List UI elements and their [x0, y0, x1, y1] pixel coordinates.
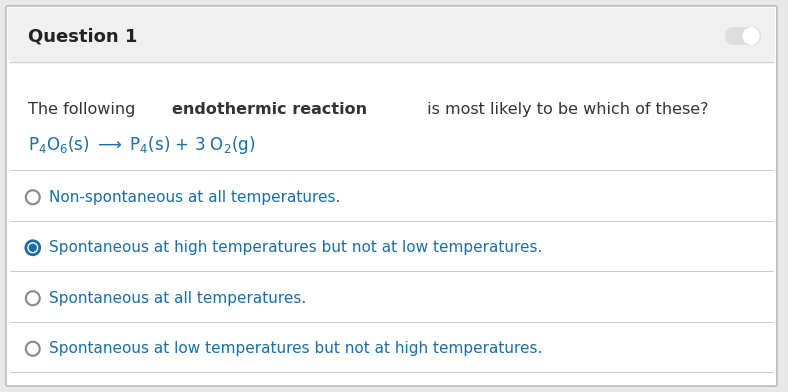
- Circle shape: [743, 28, 759, 44]
- Circle shape: [26, 241, 39, 255]
- Text: Question 1: Question 1: [28, 27, 137, 45]
- FancyBboxPatch shape: [6, 6, 777, 386]
- Circle shape: [26, 291, 39, 305]
- Text: The following: The following: [28, 102, 140, 117]
- Circle shape: [29, 244, 36, 251]
- Text: Spontaneous at low temperatures but not at high temperatures.: Spontaneous at low temperatures but not …: [49, 341, 542, 356]
- Circle shape: [26, 342, 39, 356]
- Text: endothermic reaction: endothermic reaction: [172, 102, 367, 117]
- Circle shape: [26, 190, 39, 204]
- Text: Spontaneous at high temperatures but not at low temperatures.: Spontaneous at high temperatures but not…: [49, 240, 542, 255]
- Text: Spontaneous at all temperatures.: Spontaneous at all temperatures.: [49, 291, 306, 306]
- FancyBboxPatch shape: [8, 8, 775, 60]
- Text: Non-spontaneous at all temperatures.: Non-spontaneous at all temperatures.: [49, 190, 340, 205]
- Text: is most likely to be which of these?: is most likely to be which of these?: [422, 102, 708, 117]
- FancyBboxPatch shape: [725, 27, 761, 45]
- Text: P$_4$O$_6$(s) $\longrightarrow$ P$_4$(s) + 3 O$_2$(g): P$_4$O$_6$(s) $\longrightarrow$ P$_4$(s)…: [28, 134, 255, 156]
